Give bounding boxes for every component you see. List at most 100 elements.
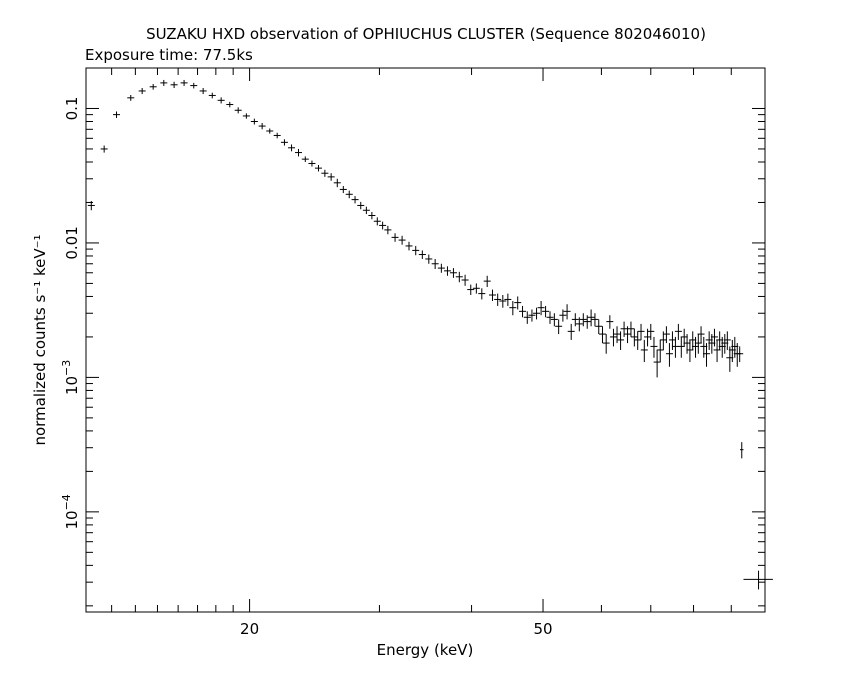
data-point xyxy=(606,315,614,329)
data-point xyxy=(138,88,146,95)
data-point xyxy=(668,331,676,350)
data-point xyxy=(288,144,296,152)
data-points xyxy=(87,79,773,590)
data-point xyxy=(113,111,121,118)
data-point xyxy=(555,319,563,335)
data-point xyxy=(617,331,625,350)
data-point xyxy=(674,323,682,340)
data-point xyxy=(579,313,587,327)
data-point xyxy=(723,331,731,350)
data-point xyxy=(250,118,258,125)
data-point xyxy=(537,300,545,316)
data-point xyxy=(339,186,347,194)
data-point xyxy=(449,268,457,278)
data-point xyxy=(362,206,370,215)
y-tick-label: 10−4 xyxy=(60,494,81,529)
data-point xyxy=(571,313,579,327)
data-point xyxy=(226,101,234,108)
data-point xyxy=(634,331,642,350)
data-point xyxy=(736,346,744,363)
data-point xyxy=(528,309,536,322)
data-point xyxy=(280,139,288,146)
data-point xyxy=(550,313,558,327)
data-point xyxy=(127,94,135,101)
data-point xyxy=(653,349,661,378)
data-point-outlier xyxy=(743,570,773,590)
data-point xyxy=(180,79,188,86)
data-point xyxy=(587,309,595,327)
y-tick-label: 0.1 xyxy=(63,97,81,121)
data-point xyxy=(391,233,399,242)
x-tick-label: 20 xyxy=(240,620,259,638)
data-point xyxy=(702,343,710,367)
data-point xyxy=(373,217,381,226)
data-point xyxy=(519,305,527,318)
data-point xyxy=(563,304,571,320)
data-point xyxy=(294,148,302,157)
data-point xyxy=(345,190,353,199)
data-point xyxy=(412,245,420,256)
data-point xyxy=(483,275,491,288)
y-tick-label: 0.01 xyxy=(63,226,81,259)
data-point xyxy=(273,132,281,139)
data-point xyxy=(598,326,606,344)
data-point xyxy=(266,128,274,134)
data-point xyxy=(523,311,531,324)
data-point xyxy=(398,235,406,245)
data-point xyxy=(258,122,266,130)
data-point xyxy=(583,315,591,329)
data-point xyxy=(499,295,507,308)
data-point xyxy=(494,293,502,306)
data-point xyxy=(455,271,463,283)
data-point xyxy=(467,284,475,296)
data-point xyxy=(613,326,621,344)
data-point xyxy=(190,82,198,89)
data-point xyxy=(149,84,157,90)
chart-subtitle: Exposure time: 77.5ks xyxy=(85,46,253,64)
data-point xyxy=(677,336,685,358)
data-point xyxy=(379,221,387,230)
data-point xyxy=(199,88,207,95)
data-point xyxy=(542,305,550,318)
data-point xyxy=(609,328,617,347)
data-point xyxy=(314,164,322,172)
data-point xyxy=(170,81,178,89)
data-point xyxy=(472,283,480,294)
data-point xyxy=(546,311,554,324)
data-point xyxy=(488,289,496,301)
y-axis: 10−4 10−3 0.01 0.1 xyxy=(60,67,765,607)
data-point xyxy=(418,250,426,259)
data-point xyxy=(595,319,603,335)
data-point xyxy=(327,173,335,181)
data-point xyxy=(351,196,359,204)
data-point xyxy=(509,300,517,316)
data-point xyxy=(208,92,216,99)
data-point xyxy=(514,296,522,310)
data-point xyxy=(478,288,486,300)
data-point xyxy=(461,274,469,286)
data-point xyxy=(559,309,567,322)
data-point xyxy=(160,79,168,86)
data-point xyxy=(405,241,413,251)
data-point xyxy=(710,328,718,347)
data-point xyxy=(504,293,512,306)
data-point xyxy=(630,328,638,347)
data-point xyxy=(650,336,658,358)
y-axis-label: normalized counts s⁻¹ keV⁻¹ xyxy=(31,234,49,445)
data-point xyxy=(333,178,341,188)
data-point xyxy=(308,160,316,167)
data-point xyxy=(640,339,648,363)
x-axis-label: Energy (keV) xyxy=(377,641,474,659)
data-point xyxy=(357,201,365,210)
data-point xyxy=(637,323,645,340)
data-point xyxy=(242,113,250,119)
data-point xyxy=(567,323,575,340)
y-tick-label: 10−3 xyxy=(60,360,81,395)
data-point xyxy=(533,307,541,320)
data-point xyxy=(234,107,242,114)
x-axis: 20 50 xyxy=(111,68,766,638)
plot-border xyxy=(85,67,766,613)
data-point-outlier xyxy=(740,442,744,459)
data-point xyxy=(100,145,108,153)
